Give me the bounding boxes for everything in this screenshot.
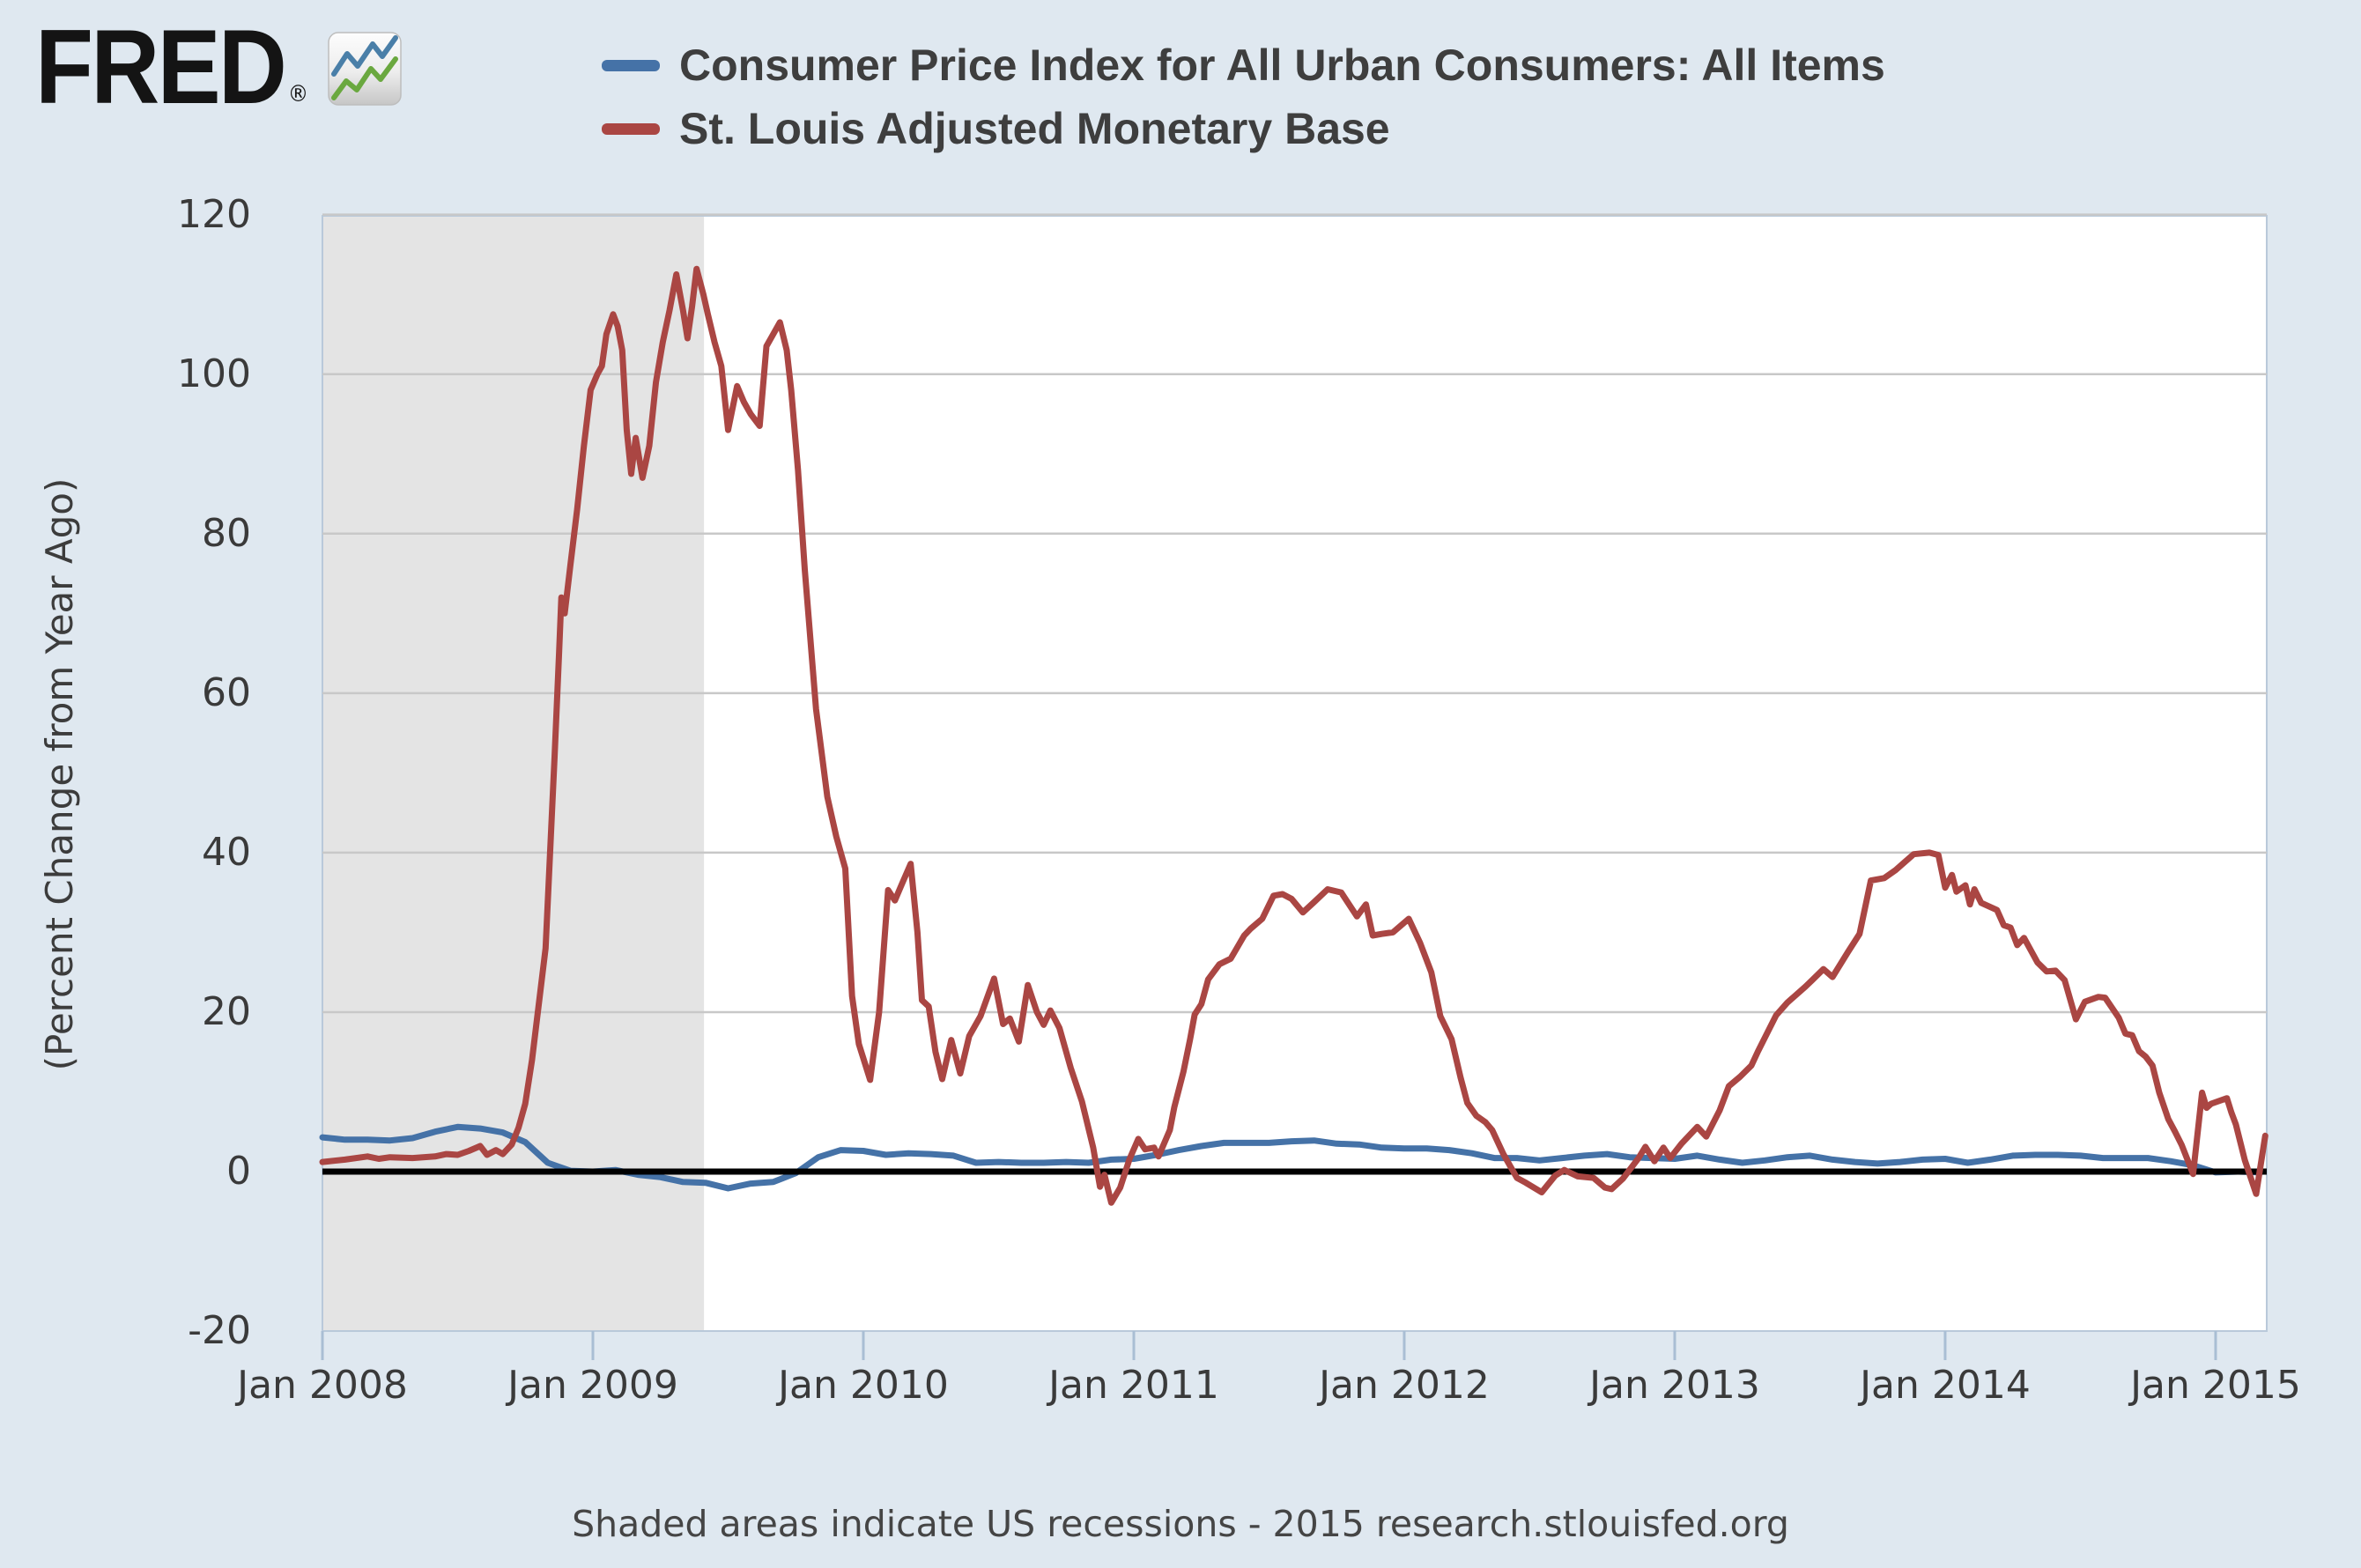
legend-item-monetary-base: St. Louis Adjusted Monetary Base (602, 104, 1885, 153)
y-tick-label: 80 (202, 510, 251, 556)
x-tick-label: Jan 2013 (1589, 1363, 1760, 1408)
x-tick-label: Jan 2010 (778, 1363, 949, 1408)
y-tick-label: 20 (202, 988, 251, 1034)
logo-icon-blue-zigzag (331, 35, 398, 77)
x-tick-label: Jan 2012 (1319, 1363, 1490, 1408)
registered-mark: ® (287, 81, 309, 107)
legend-item-cpi: Consumer Price Index for All Urban Consu… (602, 41, 1885, 90)
cpi-line (319, 1123, 2264, 1192)
y-tick-label: 120 (177, 191, 251, 237)
fred-logo-text: FRED (35, 8, 287, 126)
y-tick-label: 60 (202, 669, 251, 715)
fred-logo-chart-icon (328, 32, 402, 106)
x-tick-label: Jan 2008 (237, 1363, 408, 1408)
x-tick-label: Jan 2011 (1048, 1363, 1219, 1408)
fred-logo: FRED ® (35, 8, 309, 126)
legend: Consumer Price Index for All Urban Consu… (602, 41, 1885, 167)
x-tick-label: Jan 2015 (2130, 1363, 2301, 1408)
monetary-base-line (319, 265, 2268, 1206)
footer-note: Shaded areas indicate US recessions - 20… (572, 1503, 1789, 1545)
y-tick-label: 0 (226, 1149, 251, 1194)
logo-icon-green-zigzag (331, 56, 398, 100)
legend-swatch-cpi (602, 59, 660, 71)
y-tick-label: 40 (202, 829, 251, 875)
x-tick-label: Jan 2009 (507, 1363, 678, 1408)
y-tick-label: 100 (177, 351, 251, 396)
x-tick-label: Jan 2014 (1860, 1363, 2031, 1408)
recession-band (322, 216, 705, 1331)
legend-label-cpi: Consumer Price Index for All Urban Consu… (679, 41, 1885, 90)
legend-swatch-monetary-base (602, 122, 660, 135)
legend-label-monetary-base: St. Louis Adjusted Monetary Base (679, 104, 1390, 153)
plot-border (322, 215, 2268, 1332)
y-tick-label: -20 (188, 1308, 251, 1354)
